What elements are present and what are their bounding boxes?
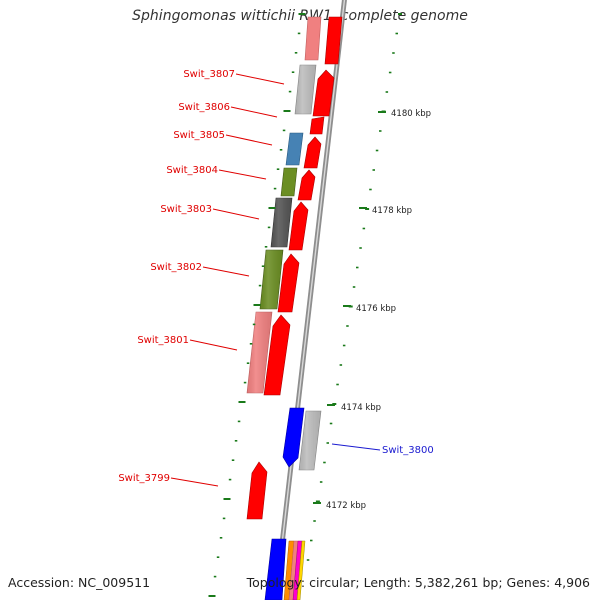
gene-glyph-blue-reverse bbox=[282, 407, 305, 468]
gene-glyph-swit-3806[interactable] bbox=[312, 69, 335, 117]
gene-glyph-red-arrow-e bbox=[263, 314, 291, 396]
connector-swit-3805 bbox=[225, 134, 273, 146]
backbone-highlight bbox=[274, 0, 346, 600]
map-title: Sphingomonas wittichii RW1, complete gen… bbox=[132, 8, 468, 24]
gene-glyph-swit-3804[interactable] bbox=[280, 167, 298, 197]
connector-swit-3800 bbox=[331, 443, 381, 451]
gene-shading bbox=[247, 65, 321, 470]
gene-glyph-bottom-light-red bbox=[288, 540, 299, 600]
label-swit-3804[interactable]: Swit_3804 bbox=[166, 165, 218, 176]
label-swit-3805[interactable]: Swit_3805 bbox=[173, 130, 225, 141]
accession-text: Accession: NC_009511 bbox=[8, 575, 151, 590]
connector-swit-3802 bbox=[202, 266, 250, 277]
genome-summary-text: Topology: circular; Length: 5,382,261 bp… bbox=[246, 575, 590, 590]
label-swit-3803[interactable]: Swit_3803 bbox=[160, 204, 212, 215]
label-swit-3799[interactable]: Swit_3799 bbox=[118, 473, 170, 484]
kbp-label-4180: 4180 kbp bbox=[391, 109, 431, 119]
kbp-label-4174: 4174 kbp bbox=[341, 403, 381, 413]
connector-swit-3804 bbox=[218, 169, 267, 180]
connector-swit-3801 bbox=[189, 339, 238, 351]
gene-glyph-red-arrow-a bbox=[303, 136, 322, 169]
tick-marks bbox=[208, 13, 402, 597]
connector-swit-3803 bbox=[212, 208, 260, 220]
gene-glyph-small-red bbox=[309, 116, 325, 135]
label-swit-3806[interactable]: Swit_3806 bbox=[178, 102, 230, 113]
kbp-label-4176: 4176 kbp bbox=[356, 304, 396, 314]
gene-glyph-bottom-gold bbox=[296, 540, 306, 600]
gene-glyph-bottom-magenta bbox=[292, 540, 303, 600]
gene-glyph-bottom-orange bbox=[283, 540, 295, 600]
kbp-label-4172: 4172 kbp bbox=[326, 501, 366, 511]
label-swit-3807[interactable]: Swit_3807 bbox=[183, 69, 235, 80]
label-swit-3801[interactable]: Swit_3801 bbox=[137, 335, 189, 346]
gene-glyph-swit-3805[interactable] bbox=[285, 132, 304, 166]
gene-glyph-red-arrow-c bbox=[288, 201, 309, 251]
label-connectors bbox=[170, 73, 381, 487]
label-swit-3800[interactable]: Swit_3800 bbox=[382, 445, 434, 456]
gene-glyph-top-light-red bbox=[304, 16, 322, 61]
scale-labels: 4180 kbp 4178 kbp 4176 kbp 4174 kbp 4172… bbox=[313, 109, 431, 511]
connector-swit-3807 bbox=[235, 73, 285, 85]
gene-glyph-red-arrow-b bbox=[297, 169, 316, 201]
gene-glyph-top-red bbox=[324, 16, 343, 65]
gene-glyph-bottom-blue bbox=[264, 538, 287, 600]
gene-glyph-swit-3799[interactable] bbox=[246, 461, 268, 520]
gene-labels: Swit_3807 Swit_3806 Swit_3805 Swit_3804 … bbox=[118, 69, 433, 484]
connector-swit-3799 bbox=[170, 477, 219, 487]
label-swit-3802[interactable]: Swit_3802 bbox=[150, 262, 202, 273]
connector-swit-3806 bbox=[230, 106, 278, 118]
kbp-label-4178: 4178 kbp bbox=[372, 206, 412, 216]
gene-glyph-red-arrow-d bbox=[277, 253, 300, 313]
